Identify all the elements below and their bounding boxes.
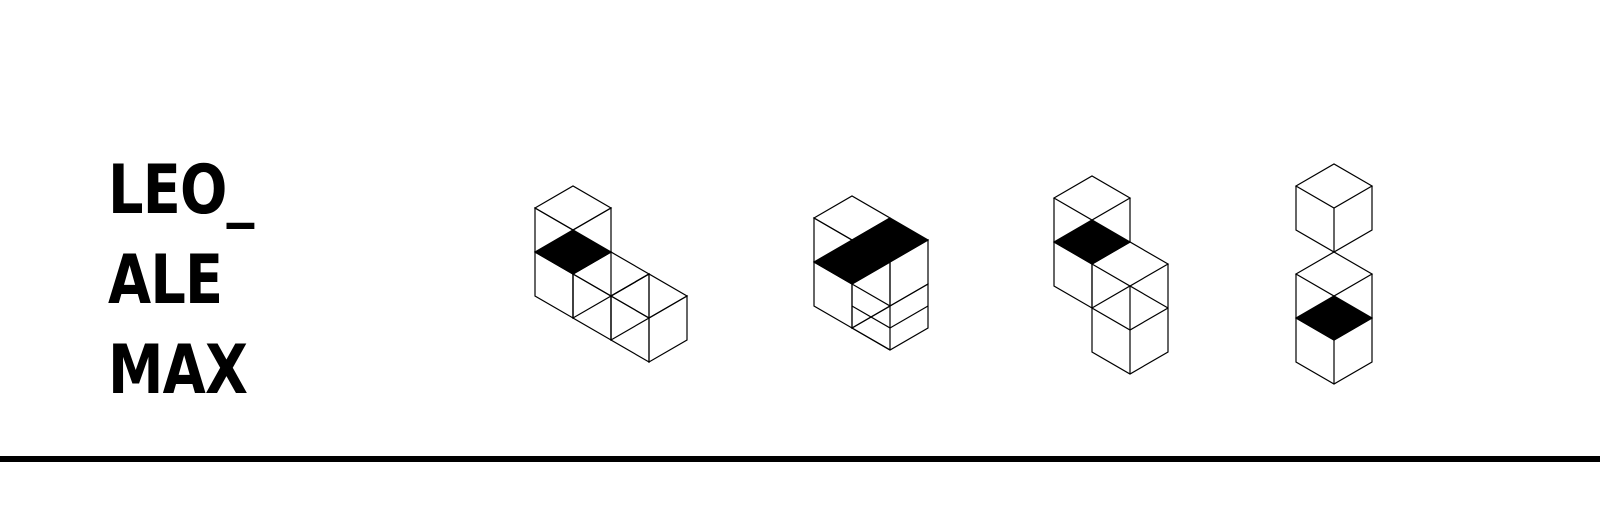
isometric-figure-2 — [812, 195, 930, 351]
figure-4-cube-low-top-filled — [1294, 295, 1374, 341]
figure-4-cube-top-top — [1294, 163, 1374, 209]
isometric-figure-1 — [533, 185, 689, 364]
isometric-figure-4 — [1294, 163, 1374, 385]
figure-3-cube-a-mid-filled — [1052, 219, 1132, 265]
logo-line-2: ALE — [108, 241, 223, 320]
figure-1-cube-b-top-filled — [533, 229, 613, 275]
figure-3-cube-a-top — [1052, 175, 1132, 221]
figure-1-cube-a-top — [533, 185, 613, 231]
leo-ale-max-logo: LEO_ ALE MAX — [108, 146, 286, 416]
logo-line-3: MAX — [108, 331, 248, 410]
figure-4-cube-mid-top — [1294, 251, 1374, 297]
figure-1-cube-d-right — [648, 294, 688, 364]
logo-line-1: LEO_ — [108, 151, 254, 230]
horizontal-divider — [0, 456, 1600, 462]
isometric-figure-3 — [1052, 175, 1170, 375]
